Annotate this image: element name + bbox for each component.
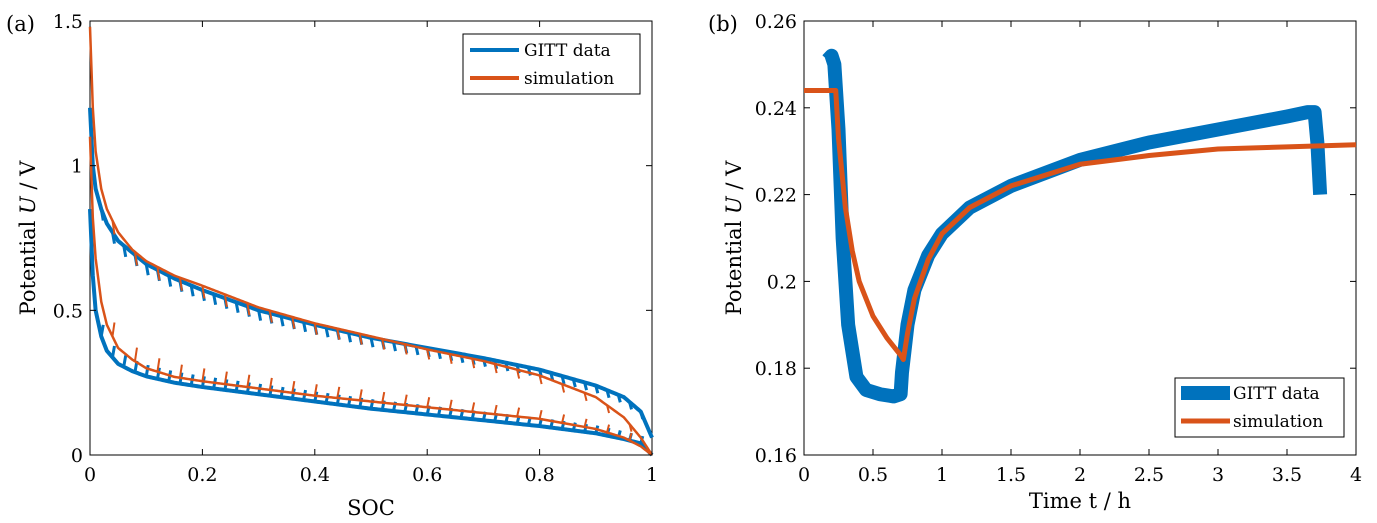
x-tick-label-b: 2: [1074, 464, 1086, 486]
series-line-sim-delithiation: [88, 26, 654, 456]
y-axis-label-a-var: U: [16, 195, 40, 214]
y-tick-label-a: 1.5: [53, 11, 83, 33]
legend-box-a: [462, 33, 641, 95]
y-axis-label-b: Potential U / V: [722, 160, 746, 316]
y-tick-label-b: 0.2: [767, 271, 797, 293]
legend-label-gitt-b: GITT data: [1233, 384, 1320, 404]
legend-a: GITT data simulation: [462, 33, 641, 95]
y-tick-label-a: 0.5: [53, 300, 83, 322]
x-tick-label-b: 3: [1212, 464, 1224, 486]
panel-label-a: (a): [6, 12, 35, 36]
y-tick-label-b: 0.22: [755, 185, 797, 207]
relaxation-spikes-sim-delithiation: [111, 220, 633, 432]
legend-b: GITT data simulation: [1174, 377, 1345, 438]
legend-label-sim-a: simulation: [524, 69, 614, 89]
series-line-sim-lithiation: [88, 136, 653, 456]
series-line-sim: [804, 87, 1357, 363]
x-tick-label-b: 0: [798, 464, 810, 486]
x-tick-label-a: 0.8: [524, 464, 554, 486]
relaxation-spikes-gitt-delithiation: [99, 208, 645, 420]
panel-label-b: (b): [708, 12, 738, 36]
x-tick-label-b: 1.5: [996, 464, 1026, 486]
y-tick-label-b: 0.26: [755, 11, 797, 33]
tick-group-a: 0 0.2 0.4 0.6 0.8 1 0 0.5 1 1.5: [53, 11, 658, 486]
x-tick-label-a: 1: [646, 464, 658, 486]
x-tick-label-a: 0.4: [300, 464, 330, 486]
chart-panel-a: (a) 0 0.2 0.4 0.6 0.8 1 0 0.5 1 1.5 SOC Potential…: [6, 11, 658, 520]
x-tick-label-b: 4: [1350, 464, 1362, 486]
x-tick-label-b: 2.5: [1134, 464, 1164, 486]
y-tick-label-b: 0.18: [755, 358, 797, 380]
y-axis-label-a-prefix: Potential: [16, 214, 40, 315]
y-tick-label-a: 1: [71, 156, 83, 178]
y-axis-label-b-prefix: Potential: [722, 214, 746, 315]
series-line-gitt-delithiation: [88, 107, 654, 439]
y-tick-label-b: 0.16: [755, 445, 797, 467]
x-tick-label-b: 3.5: [1272, 464, 1302, 486]
x-tick-label-a: 0: [84, 464, 96, 486]
x-axis-label-b: Time t / h: [1029, 489, 1131, 513]
y-tick-label-b: 0.24: [755, 98, 797, 120]
y-axis-label-a: Potential U / V: [16, 160, 40, 316]
y-axis-label-b-suffix: / V: [722, 160, 746, 196]
series-group-a: [88, 26, 654, 457]
x-tick-label-a: 0.2: [187, 464, 217, 486]
chart-panel-b: (b) 0 0.5 1 1.5 2 2.5 3 3.5 4 0.16 0.18 0.2 0.22 0.24…: [708, 11, 1362, 513]
series-line-gitt: [822, 48, 1328, 404]
y-tick-label-a: 0: [71, 445, 83, 467]
y-axis-label-b-var: U: [722, 195, 746, 214]
x-tick-label-b: 0.5: [858, 464, 888, 486]
x-tick-label-b: 1: [936, 464, 948, 486]
relaxation-spikes-sim-lithiation: [111, 322, 633, 441]
x-tick-label-a: 0.6: [412, 464, 442, 486]
legend-label-sim-b: simulation: [1233, 412, 1323, 432]
tick-group-b: 0 0.5 1 1.5 2 2.5 3 3.5 4 0.16 0.18 0.2 0.22 0.24 0.26: [755, 11, 1362, 486]
series-line-gitt-lithiation: [88, 208, 654, 457]
series-group-b: [804, 48, 1357, 404]
legend-label-gitt-a: GITT data: [524, 41, 611, 61]
x-axis-label-a: SOC: [347, 496, 395, 520]
y-axis-label-a-suffix: / V: [16, 160, 40, 196]
